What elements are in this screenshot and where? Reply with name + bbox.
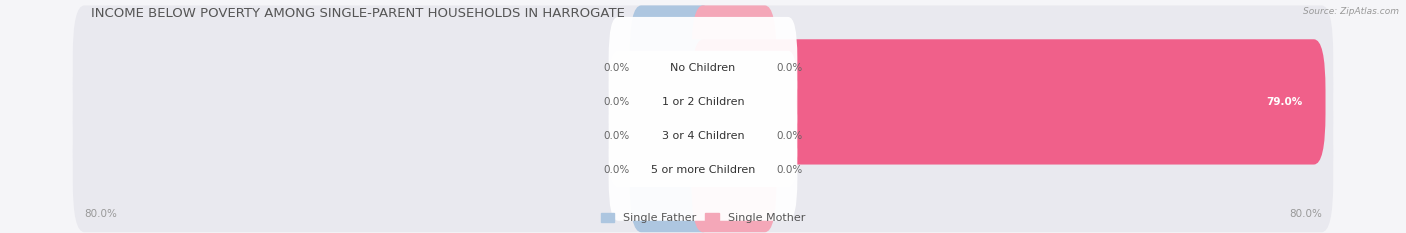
FancyBboxPatch shape xyxy=(630,107,714,232)
Text: 0.0%: 0.0% xyxy=(776,63,803,73)
FancyBboxPatch shape xyxy=(609,17,797,119)
Text: 80.0%: 80.0% xyxy=(84,209,117,219)
Text: 0.0%: 0.0% xyxy=(603,131,630,141)
Text: Source: ZipAtlas.com: Source: ZipAtlas.com xyxy=(1303,7,1399,16)
FancyBboxPatch shape xyxy=(630,5,714,131)
Text: 0.0%: 0.0% xyxy=(776,131,803,141)
FancyBboxPatch shape xyxy=(630,39,714,164)
Text: No Children: No Children xyxy=(671,63,735,73)
FancyBboxPatch shape xyxy=(692,39,1326,164)
FancyBboxPatch shape xyxy=(609,51,797,153)
FancyBboxPatch shape xyxy=(73,39,1333,164)
Text: 79.0%: 79.0% xyxy=(1265,97,1302,107)
Text: 0.0%: 0.0% xyxy=(603,97,630,107)
Text: 3 or 4 Children: 3 or 4 Children xyxy=(662,131,744,141)
FancyBboxPatch shape xyxy=(609,119,797,221)
Text: 0.0%: 0.0% xyxy=(603,63,630,73)
Text: 0.0%: 0.0% xyxy=(776,164,803,175)
FancyBboxPatch shape xyxy=(692,107,776,232)
FancyBboxPatch shape xyxy=(630,73,714,198)
FancyBboxPatch shape xyxy=(692,5,776,131)
Text: 5 or more Children: 5 or more Children xyxy=(651,164,755,175)
Text: INCOME BELOW POVERTY AMONG SINGLE-PARENT HOUSEHOLDS IN HARROGATE: INCOME BELOW POVERTY AMONG SINGLE-PARENT… xyxy=(91,7,626,20)
FancyBboxPatch shape xyxy=(73,107,1333,232)
FancyBboxPatch shape xyxy=(692,73,776,198)
FancyBboxPatch shape xyxy=(609,85,797,187)
FancyBboxPatch shape xyxy=(73,5,1333,131)
Text: 0.0%: 0.0% xyxy=(603,164,630,175)
FancyBboxPatch shape xyxy=(73,73,1333,198)
Text: 80.0%: 80.0% xyxy=(1289,209,1322,219)
Legend: Single Father, Single Mother: Single Father, Single Mother xyxy=(596,208,810,227)
Text: 1 or 2 Children: 1 or 2 Children xyxy=(662,97,744,107)
